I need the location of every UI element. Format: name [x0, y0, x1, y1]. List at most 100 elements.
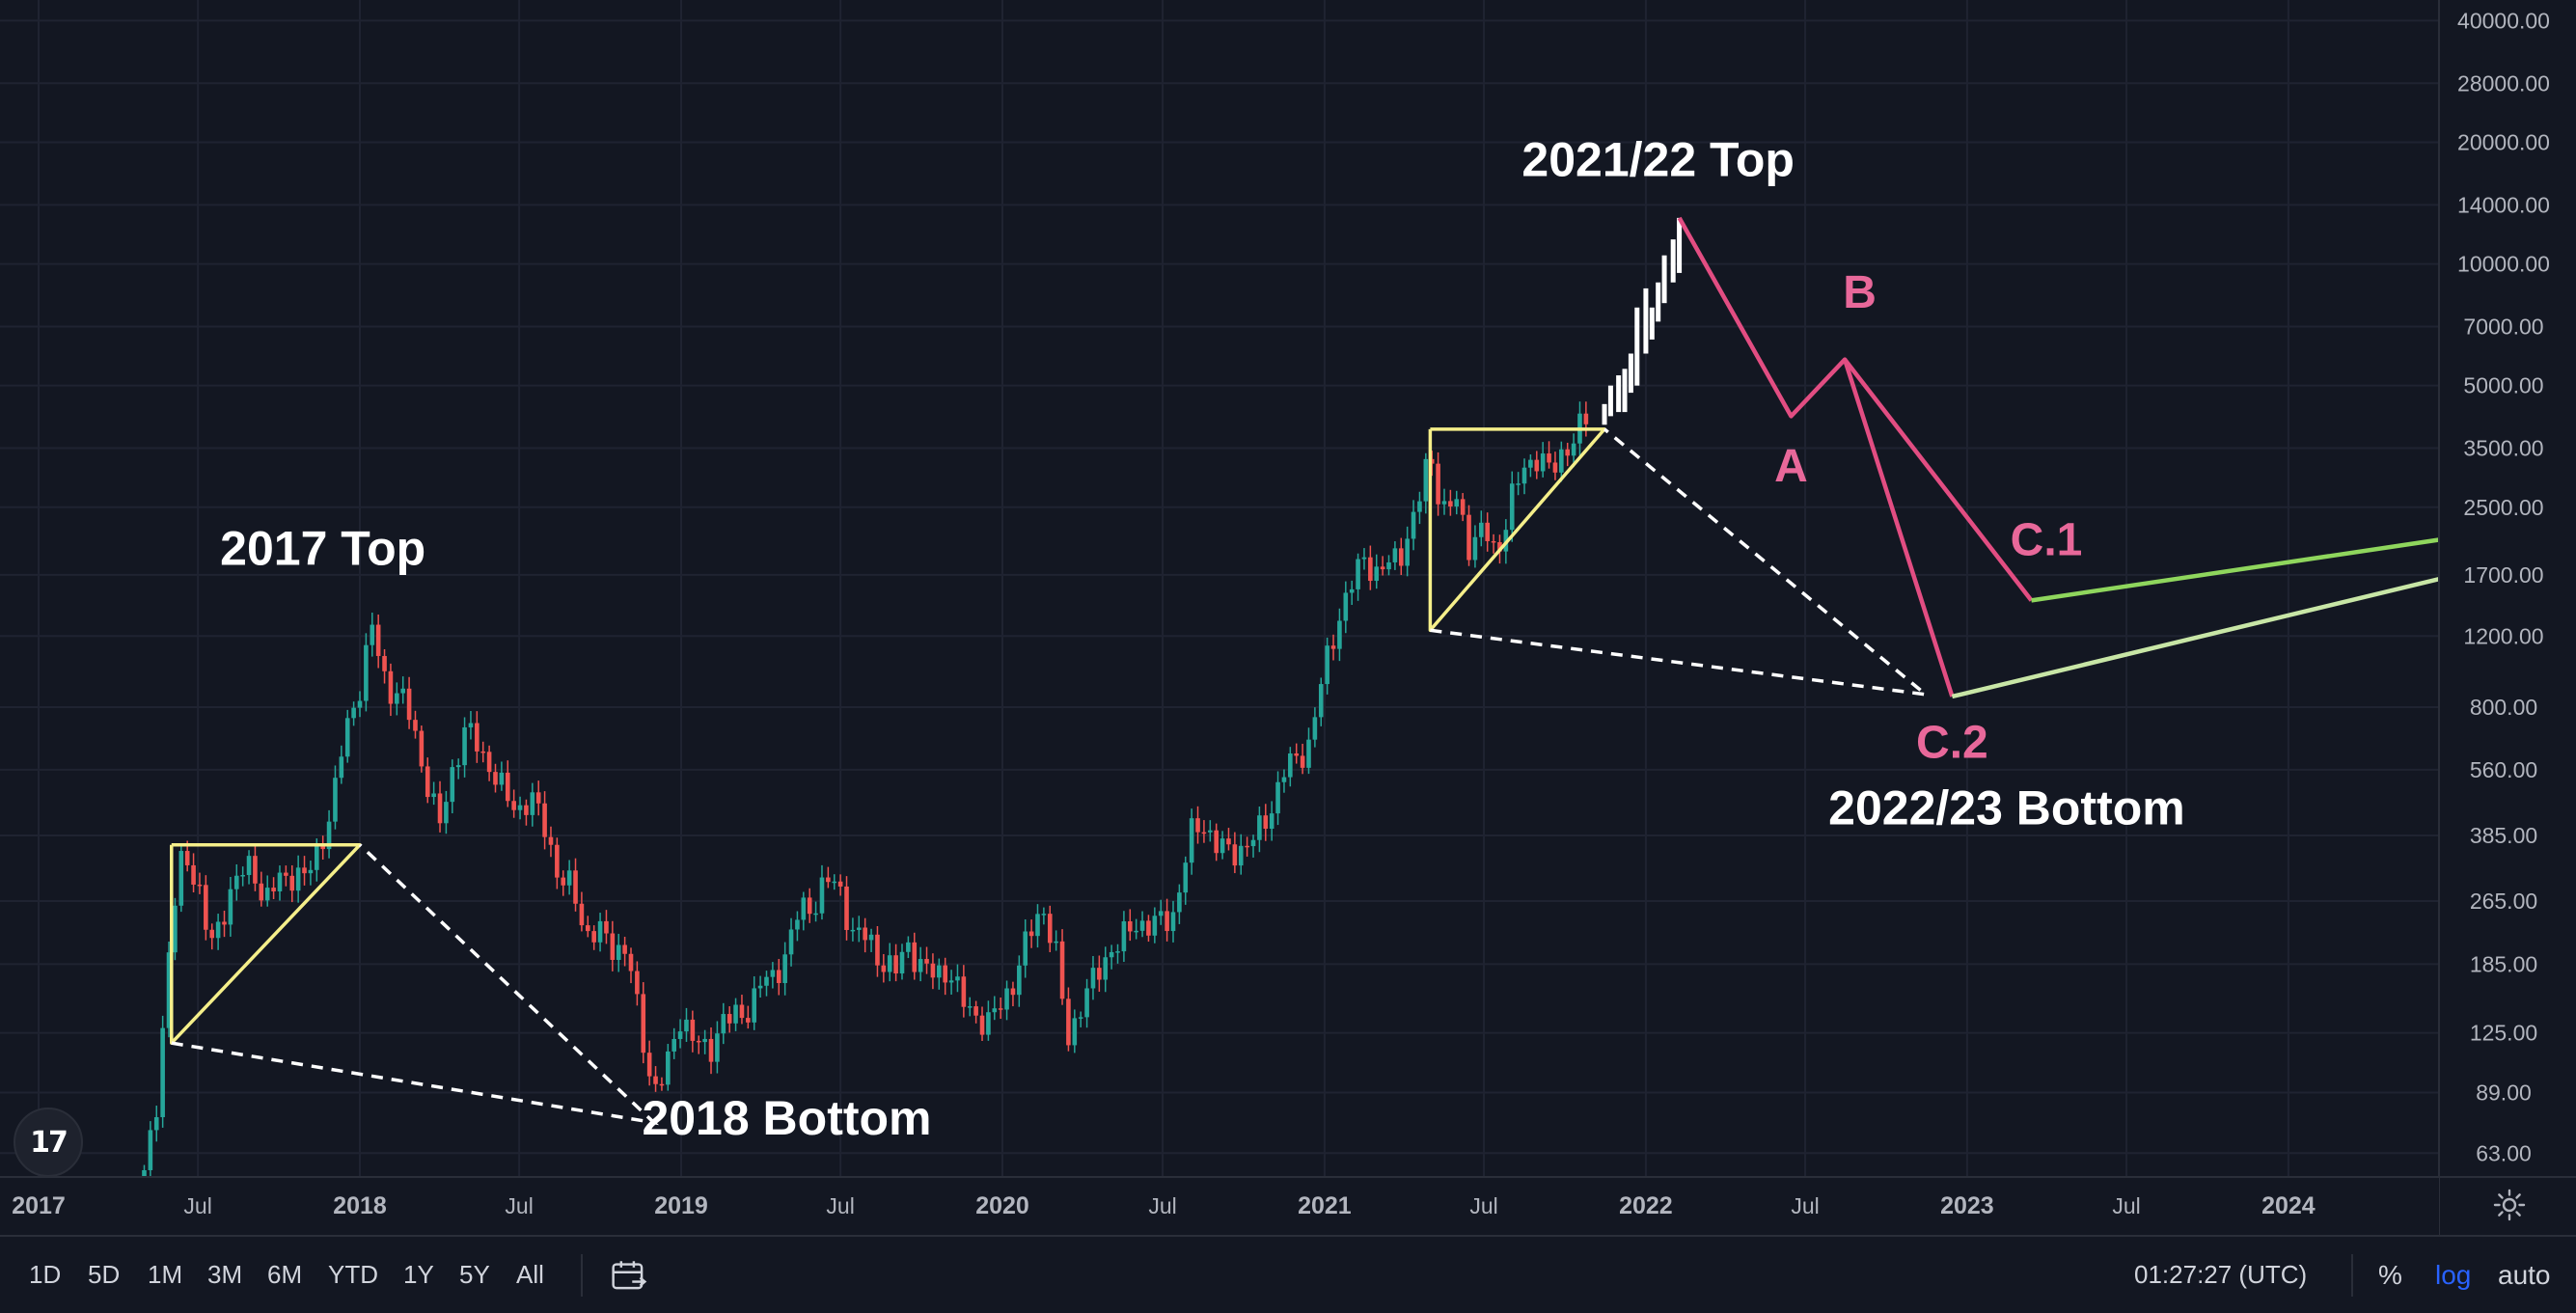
auto-scale-button[interactable]: auto	[2498, 1260, 2551, 1290]
candle-body	[1436, 463, 1440, 505]
candle-body	[535, 792, 541, 804]
projection-candle	[1634, 307, 1640, 386]
candle-body	[1337, 620, 1342, 649]
candle-body	[979, 1015, 985, 1035]
price-tick-label: 20000.00	[2457, 130, 2550, 155]
date-range-calendar-icon[interactable]	[610, 1258, 648, 1293]
candle-body	[1010, 988, 1016, 996]
candle-body	[856, 927, 862, 930]
candle-body	[1306, 739, 1311, 768]
range-5d-button[interactable]: 5D	[88, 1260, 121, 1289]
range-ytd-button[interactable]: YTD	[328, 1260, 378, 1289]
candle-body	[992, 1008, 998, 1013]
time-tick-label: Jul	[1791, 1193, 1819, 1218]
candle-body	[1078, 1017, 1083, 1019]
candle-body	[1177, 892, 1182, 913]
candle-body	[1054, 941, 1058, 944]
candle-body	[271, 888, 276, 891]
candle-body	[1035, 914, 1040, 937]
candle-body	[344, 718, 350, 757]
candle-body	[826, 877, 831, 883]
candle-body	[160, 1027, 165, 1118]
candle-body	[1368, 557, 1373, 582]
annotation-label: 2021/22 Top	[1521, 132, 1795, 186]
candle-body	[1565, 449, 1571, 456]
candle-body	[635, 971, 640, 995]
time-axis-panel	[0, 1177, 2439, 1235]
candle-body	[1540, 453, 1546, 472]
candle-body	[1288, 753, 1293, 778]
range-3m-button[interactable]: 3M	[207, 1260, 243, 1289]
candle-body	[259, 883, 264, 901]
time-tick-label: Jul	[826, 1193, 854, 1218]
log-scale-button[interactable]: log	[2435, 1260, 2472, 1290]
candle-body	[1441, 501, 1447, 505]
candle-body	[209, 929, 215, 939]
time-tick-label: Jul	[2112, 1193, 2140, 1218]
candle-body	[579, 903, 585, 926]
candle-body	[524, 805, 529, 815]
price-tick-label: 3500.00	[2463, 436, 2543, 461]
percent-scale-button[interactable]: %	[2378, 1260, 2402, 1290]
projection-candle	[1643, 287, 1649, 354]
range-1y-button[interactable]: 1Y	[403, 1260, 434, 1289]
candle-body	[153, 1117, 159, 1131]
candle-body	[1047, 914, 1053, 944]
candle-body	[1201, 832, 1207, 834]
candle-body	[1300, 755, 1305, 768]
candle-body	[733, 1004, 738, 1024]
price-tick-label: 89.00	[2476, 1080, 2532, 1105]
dashed-trend-line	[1430, 427, 1932, 698]
candle-body	[875, 934, 880, 966]
candle-body	[173, 905, 178, 953]
projection-candle	[1670, 239, 1676, 283]
candle-body	[837, 881, 843, 887]
candle-body	[1165, 911, 1169, 932]
candle-body	[148, 1130, 153, 1170]
candle-body	[1559, 449, 1564, 473]
price-chart[interactable]: 2017 Top 2018 Bottom 2021/22 Top A B C.1 C.2 20…	[0, 0, 2576, 1235]
candle-body	[930, 963, 936, 978]
candle-body	[1232, 844, 1238, 866]
projection-candle	[1677, 217, 1683, 273]
range-1m-button[interactable]: 1M	[148, 1260, 183, 1289]
price-tick-label: 1200.00	[2463, 623, 2543, 648]
candle-body	[1097, 968, 1102, 980]
range-6m-button[interactable]: 6M	[267, 1260, 303, 1289]
candle-body	[166, 952, 172, 1028]
settings-gear-icon[interactable]	[2492, 1188, 2527, 1222]
candle-body	[1127, 921, 1133, 932]
time-tick-label: 2024	[2261, 1192, 2316, 1219]
candle-body	[899, 951, 905, 974]
candle-body	[284, 872, 288, 876]
candle-body	[1281, 777, 1287, 782]
tradingview-logo[interactable]: 17	[14, 1108, 83, 1177]
candle-body	[1250, 839, 1256, 847]
candle-body	[264, 888, 270, 901]
candle-body	[511, 801, 516, 810]
candle-body	[302, 867, 307, 874]
range-1d-button[interactable]: 1D	[29, 1260, 62, 1289]
candle-body	[881, 965, 887, 972]
candle-body	[863, 927, 867, 941]
candle-body	[918, 959, 923, 972]
candle-body	[295, 867, 301, 891]
candle-body	[1491, 540, 1496, 543]
candle-body	[204, 885, 208, 930]
candle-body	[677, 1031, 683, 1039]
candle-body	[924, 959, 929, 964]
candle-body	[395, 693, 399, 704]
candle-body	[1374, 566, 1380, 582]
candle-body	[517, 805, 523, 810]
candle-body	[431, 793, 436, 798]
axes: 63.00 89.00 125.00 185.00 265.00 385.00 560.00…	[0, 0, 2576, 1235]
range-5y-button[interactable]: 5Y	[459, 1260, 490, 1289]
candle-body	[573, 870, 578, 904]
candle-body	[1547, 453, 1551, 463]
price-tick-label: 265.00	[2470, 889, 2537, 914]
candle-body	[437, 793, 443, 824]
range-all-button[interactable]: All	[516, 1260, 544, 1289]
candle-body	[955, 976, 960, 981]
candle-body	[1534, 459, 1540, 472]
candle-body	[197, 884, 203, 887]
